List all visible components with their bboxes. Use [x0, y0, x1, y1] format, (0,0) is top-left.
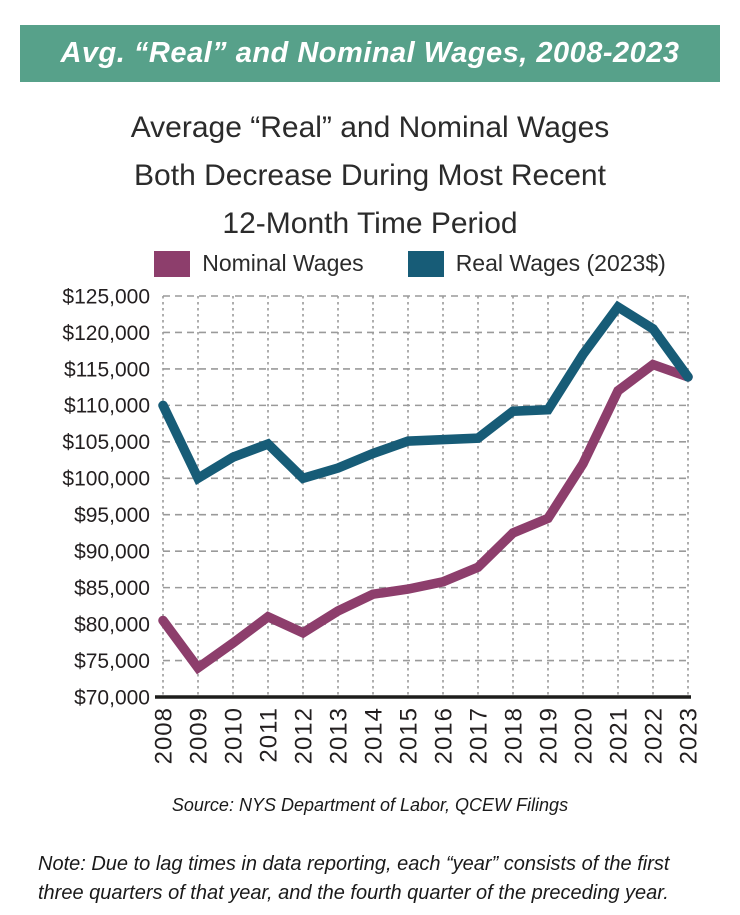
nominal-wages-line — [158, 359, 693, 675]
x-tick-label: 2009 — [186, 707, 213, 764]
headline-line-3: 12-Month Time Period — [222, 207, 518, 240]
footnote: Note: Due to lag times in data reporting… — [38, 850, 738, 908]
x-tick-label: 2020 — [571, 707, 598, 764]
y-tick-label: $90,000 — [74, 541, 150, 564]
y-tick-label: $100,000 — [62, 468, 150, 491]
x-tick-label: 2011 — [256, 707, 283, 763]
footnote-line-2: three quarters of that year, and the fou… — [38, 882, 669, 904]
x-tick-label: 2008 — [151, 707, 178, 764]
legend-label-real: Real Wages (2023$) — [455, 250, 666, 276]
x-tick-label: 2016 — [431, 707, 458, 764]
y-tick-label: $125,000 — [62, 288, 150, 308]
x-tick-label: 2014 — [361, 707, 388, 764]
legend-item-real: Real Wages (2023$) — [407, 250, 666, 277]
x-tick-label: 2022 — [641, 707, 668, 764]
y-tick-label: $115,000 — [64, 358, 150, 381]
chart-headline: Average “Real” and Nominal Wages Both De… — [0, 104, 740, 248]
x-tick-label: 2012 — [291, 707, 318, 764]
y-tick-label: $85,000 — [74, 577, 150, 600]
wage-chart-svg: $70,000 $75,000 $80,000 $85,000 $90,000 $95,0… — [62, 288, 703, 764]
y-tick-label: $110,000 — [64, 395, 150, 418]
real-wages-swatch — [407, 250, 444, 277]
nominal-wages-swatch — [154, 250, 191, 277]
source-note: Source: NYS Department of Labor, QCEW Fi… — [171, 795, 569, 815]
y-tick-label: $75,000 — [74, 650, 150, 673]
y-tick-label: $105,000 — [62, 431, 150, 454]
x-tick-label: 2010 — [221, 707, 248, 764]
y-tick-label: $95,000 — [74, 504, 150, 527]
headline-line-2: Both Decrease During Most Recent — [134, 159, 606, 192]
y-tick-label: $70,000 — [74, 686, 150, 709]
chart-legend: Nominal Wages Real Wages (2023$) — [0, 250, 740, 277]
x-tick-label: 2015 — [396, 707, 423, 764]
footnote-line-1: Note: Due to lag times in data reporting… — [38, 853, 670, 875]
x-tick-label: 2018 — [501, 707, 528, 764]
x-tick-label: 2013 — [326, 707, 353, 764]
legend-item-nominal: Nominal Wages — [154, 250, 364, 277]
header-banner: Avg. “Real” and Nominal Wages, 2008-2023 — [20, 25, 720, 82]
x-tick-label: 2019 — [536, 707, 563, 764]
legend-label-nominal: Nominal Wages — [202, 250, 364, 276]
x-tick-label: 2023 — [676, 707, 703, 764]
headline-line-1: Average “Real” and Nominal Wages — [130, 111, 610, 144]
real-wages-line — [158, 300, 693, 486]
y-tick-label: $80,000 — [74, 613, 150, 636]
chart-area: $70,000 $75,000 $80,000 $85,000 $90,000 $95,0… — [0, 288, 740, 788]
y-tick-label: $120,000 — [62, 322, 150, 345]
x-tick-label: 2017 — [466, 707, 493, 764]
x-tick-label: 2021 — [606, 707, 633, 764]
banner-title: Avg. “Real” and Nominal Wages, 2008-2023 — [60, 37, 680, 69]
